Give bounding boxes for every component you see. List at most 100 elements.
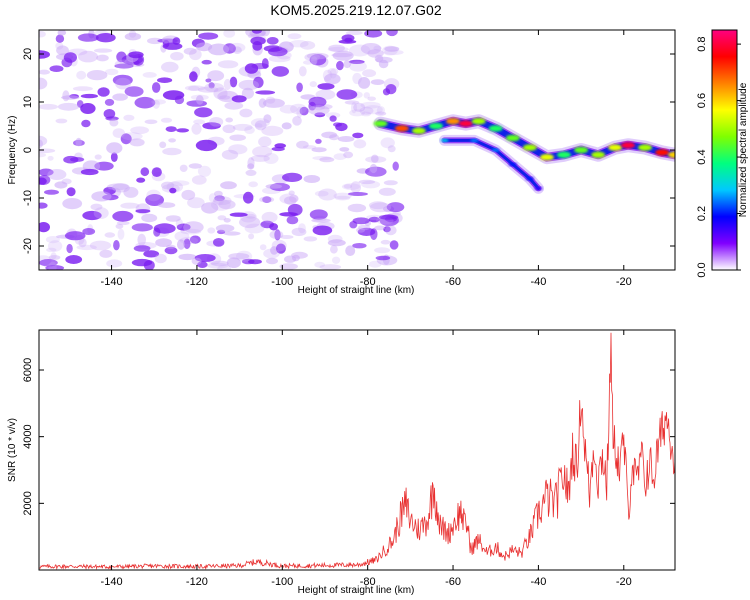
x-tick-label: -40 <box>530 276 546 288</box>
colorbar-strip <box>712 30 737 270</box>
noise-blob <box>239 216 261 229</box>
noise-blob <box>281 122 292 130</box>
noise-blob <box>291 227 307 237</box>
noise-blob <box>188 163 202 169</box>
snr-x-ticks: -140 -120 -100 -80 -60 -40 -20 <box>101 330 632 588</box>
noise-blob <box>129 138 145 147</box>
noise-blob <box>345 245 356 256</box>
noise-blob <box>251 30 262 34</box>
noise-blob <box>159 141 167 149</box>
noise-blob <box>343 60 352 69</box>
colorbar-tick-label: 0.6 <box>696 93 708 108</box>
signal-point <box>539 153 554 161</box>
noise-blob <box>369 163 378 174</box>
noise-blob <box>45 236 60 244</box>
noise-blob <box>383 180 398 186</box>
noise-blob <box>112 210 134 222</box>
noise-blob <box>75 137 82 147</box>
noise-blob <box>373 45 382 51</box>
noise-blob <box>352 217 370 225</box>
noise-blob <box>193 119 206 125</box>
noise-blob <box>218 199 236 210</box>
noise-blob <box>191 257 202 265</box>
noise-blob <box>143 260 155 270</box>
noise-blob <box>66 187 76 197</box>
noise-blob <box>269 230 284 239</box>
noise-blob <box>114 63 134 69</box>
noise-blob <box>176 223 191 231</box>
signal-point <box>488 125 503 132</box>
noise-blob <box>319 156 335 163</box>
noise-blob <box>345 30 363 36</box>
noise-blob <box>39 139 43 148</box>
noise-blob <box>115 223 124 229</box>
noise-blob <box>94 48 113 53</box>
noise-blob <box>365 156 387 163</box>
noise-blob <box>105 116 119 121</box>
noise-blob <box>131 223 153 232</box>
noise-blob <box>221 149 239 160</box>
noise-blob <box>81 119 91 128</box>
noise-blob <box>303 236 318 242</box>
noise-blob <box>312 225 333 236</box>
noise-blob <box>120 133 132 145</box>
noise-blob <box>291 254 300 262</box>
noise-blob <box>333 122 342 127</box>
noise-blob <box>90 203 103 211</box>
noise-blob <box>188 85 200 91</box>
noise-blob <box>135 209 151 214</box>
noise-blob <box>106 259 123 268</box>
snr-series-line <box>39 332 675 570</box>
noise-blob <box>363 105 383 115</box>
noise-blob <box>319 264 342 270</box>
noise-blob <box>161 181 175 190</box>
noise-blob <box>279 235 294 239</box>
noise-blob <box>39 135 48 147</box>
noise-blob <box>289 40 309 48</box>
noise-blob <box>378 187 396 196</box>
noise-blob <box>353 139 367 149</box>
noise-blob <box>229 212 248 217</box>
noise-blob <box>344 37 353 43</box>
noise-blob <box>211 199 231 211</box>
noise-blob <box>384 46 400 52</box>
noise-blob <box>130 126 150 135</box>
noise-blob <box>343 151 354 159</box>
noise-blob <box>245 213 256 219</box>
noise-blob <box>292 116 302 126</box>
noise-blob <box>70 157 85 162</box>
noise-blob <box>333 153 347 161</box>
signal-point <box>655 149 670 156</box>
noise-blob <box>57 30 67 36</box>
noise-blob <box>265 184 283 189</box>
signal-point <box>411 127 426 135</box>
noise-blob <box>353 102 366 112</box>
noise-blob <box>358 77 371 89</box>
noise-blob <box>112 74 133 86</box>
noise-blob <box>259 244 267 251</box>
noise-blob <box>171 180 190 186</box>
signal-point <box>522 144 537 151</box>
y-tick-label: -10 <box>22 190 34 206</box>
noise-blob <box>116 221 130 226</box>
colorbar-tick-label: 0.0 <box>696 262 708 277</box>
noise-blob <box>190 94 209 101</box>
noise-blob <box>63 52 77 63</box>
noise-blob <box>145 194 165 206</box>
noise-blob <box>228 253 250 260</box>
x-tick-label: -60 <box>445 576 461 588</box>
noise-blob <box>103 109 116 119</box>
noise-blob <box>358 224 371 231</box>
noise-blob <box>303 175 321 183</box>
noise-blob <box>376 106 385 115</box>
noise-blob <box>114 59 135 70</box>
x-tick-label: -80 <box>360 276 376 288</box>
noise-blob <box>247 157 255 169</box>
noise-blob <box>106 142 123 154</box>
noise-blob <box>361 111 372 117</box>
noise-blob <box>389 240 399 250</box>
noise-blob <box>78 238 87 248</box>
noise-blob <box>336 60 344 71</box>
signal-point <box>574 146 589 154</box>
colorbar-frame <box>711 29 738 271</box>
